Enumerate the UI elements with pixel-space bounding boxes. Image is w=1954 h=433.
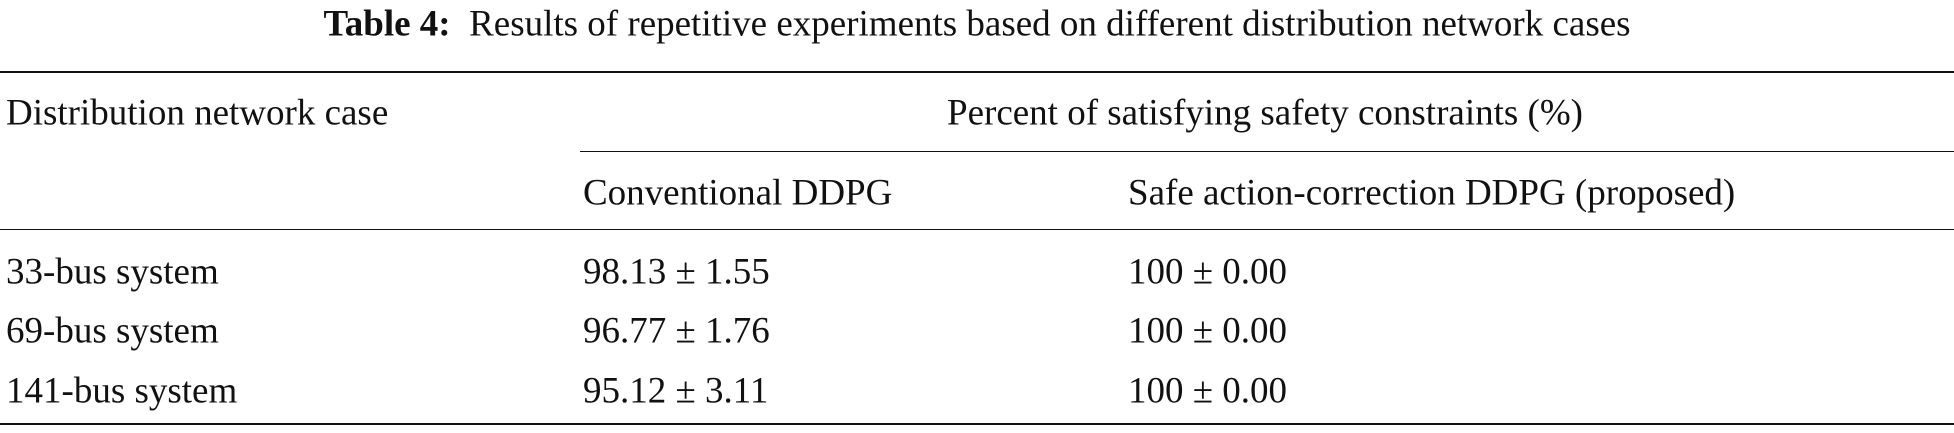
caption: Table 4: Results of repetitive experimen… bbox=[323, 6, 1630, 43]
group-rule bbox=[580, 151, 1954, 152]
top-rule bbox=[0, 71, 1954, 73]
table-cell: 141-bus system bbox=[6, 370, 238, 412]
table-cell: 33-bus system bbox=[6, 251, 219, 293]
header-group: Percent of satisfying safety constraints… bbox=[946, 92, 1584, 134]
table-cell: 96.77 ± 1.76 bbox=[583, 310, 770, 352]
table-cell: 100 ± 0.00 bbox=[1128, 310, 1288, 352]
header-cell: Safe action-correction DDPG (proposed) bbox=[1128, 172, 1736, 214]
caption-label: Table 4: bbox=[323, 3, 451, 45]
table-cell: 69-bus system bbox=[6, 310, 219, 352]
caption-text: Results of repetitive experiments based … bbox=[469, 3, 1631, 45]
table-cell: 95.12 ± 3.11 bbox=[583, 370, 769, 412]
header-cell: Distribution network case bbox=[6, 92, 389, 134]
header-cell: Conventional DDPG bbox=[583, 172, 893, 214]
mid-rule bbox=[0, 229, 1954, 230]
bottom-rule bbox=[0, 423, 1954, 425]
table-cell: 100 ± 0.00 bbox=[1128, 251, 1288, 293]
table-cell: 100 ± 0.00 bbox=[1128, 370, 1288, 412]
table-cell: 98.13 ± 1.55 bbox=[583, 251, 770, 293]
